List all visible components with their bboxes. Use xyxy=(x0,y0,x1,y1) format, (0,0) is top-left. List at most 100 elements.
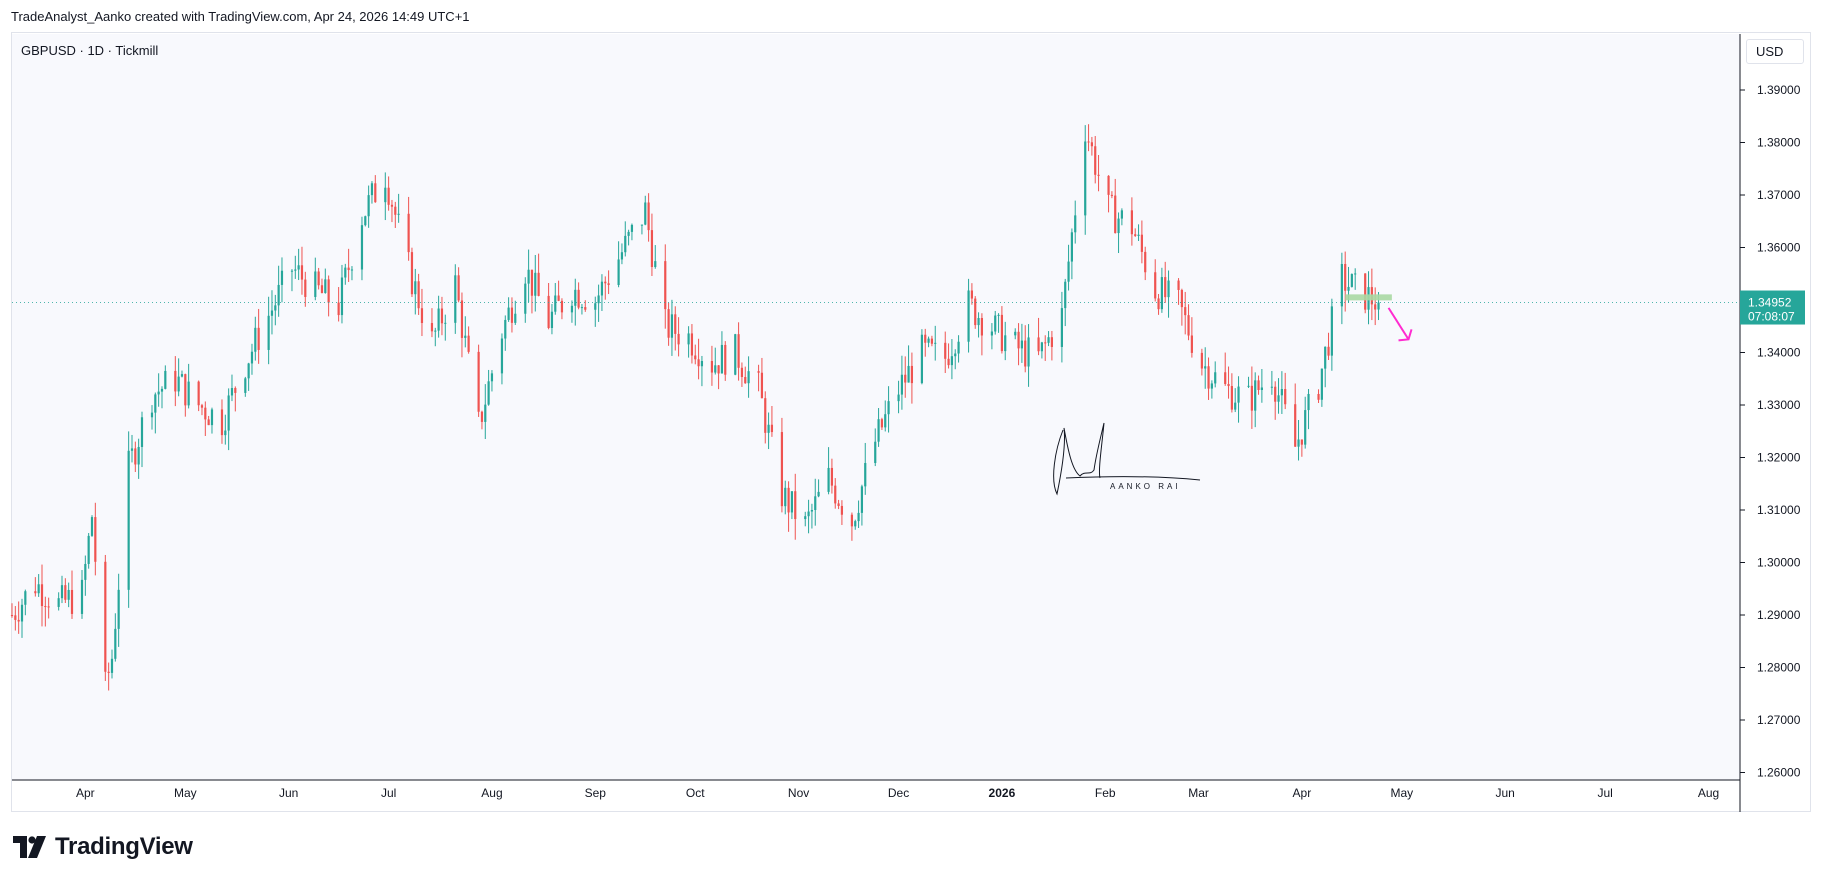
candle-body xyxy=(234,388,237,393)
candle-body xyxy=(827,467,830,492)
candle-body xyxy=(967,290,970,342)
candle-body xyxy=(1000,314,1004,352)
candle-body xyxy=(644,202,647,225)
candles-layer xyxy=(10,124,1380,691)
candle-body xyxy=(640,224,644,226)
candle-body xyxy=(454,275,457,323)
countdown-value: 07:08:07 xyxy=(1748,310,1795,324)
candle-body xyxy=(537,272,540,296)
candle-body xyxy=(1094,146,1097,175)
x-tick-label: Jun xyxy=(279,786,298,800)
candle-body xyxy=(160,388,164,392)
candle-body xyxy=(897,394,900,402)
candle-body xyxy=(350,269,354,271)
candle-body xyxy=(1120,210,1123,219)
candle-body xyxy=(1274,386,1277,402)
candle-body xyxy=(300,265,304,280)
candle-body xyxy=(1304,410,1307,445)
candle-body xyxy=(1270,386,1273,388)
candle-body xyxy=(954,353,957,357)
candle-body xyxy=(1144,251,1147,273)
candle-body xyxy=(277,284,280,306)
candle-body xyxy=(887,401,890,415)
candle-body xyxy=(1177,280,1180,290)
candle-body xyxy=(320,285,324,293)
candle-body xyxy=(297,265,300,270)
candle-body xyxy=(1320,368,1323,400)
candle-body xyxy=(900,374,904,395)
candle-body xyxy=(90,517,94,536)
candle-body xyxy=(14,615,17,620)
signature-text: AANKO RAI xyxy=(1110,482,1181,491)
candle-body xyxy=(364,216,367,226)
candle-body xyxy=(790,491,794,513)
candle-body xyxy=(834,485,837,504)
candle-body xyxy=(220,409,224,436)
tradingview-logo[interactable]: TradingView xyxy=(13,833,193,861)
candle-body xyxy=(140,417,144,447)
candle-body xyxy=(487,381,490,405)
candle-body xyxy=(224,430,227,436)
candle-body xyxy=(244,378,247,393)
candle-body xyxy=(814,496,817,510)
candle-body xyxy=(150,412,154,418)
candle-body xyxy=(1340,263,1343,307)
y-tick-label: 1.29000 xyxy=(1757,608,1801,622)
candle-body xyxy=(67,589,70,600)
candle-body xyxy=(410,252,414,295)
candle-body xyxy=(257,327,260,350)
candle-body xyxy=(980,317,984,336)
last-price-value: 1.34952 xyxy=(1748,296,1792,310)
candle-body xyxy=(1037,337,1040,352)
candle-body xyxy=(34,591,37,594)
candle-body xyxy=(110,658,114,673)
candle-body xyxy=(1004,335,1007,352)
candle-body xyxy=(720,344,724,374)
candle-body xyxy=(947,358,950,366)
candle-body xyxy=(1204,366,1207,369)
candle-body xyxy=(1044,342,1047,344)
candle-body xyxy=(697,359,700,367)
candle-body xyxy=(1084,141,1087,216)
candle-body xyxy=(1224,372,1227,384)
candle-body xyxy=(920,334,924,384)
candle-body xyxy=(47,606,50,608)
candle-body xyxy=(1237,386,1240,403)
x-tick-label: Feb xyxy=(1095,786,1116,800)
candle-body xyxy=(1234,402,1237,410)
candle-body xyxy=(317,271,320,286)
candle-body xyxy=(1300,439,1303,445)
candle-body xyxy=(864,462,867,487)
x-tick-label: Mar xyxy=(1188,786,1209,800)
currency-button[interactable]: USD xyxy=(1746,39,1804,64)
candle-body xyxy=(560,300,564,313)
candle-body xyxy=(554,295,557,312)
candle-body xyxy=(507,307,510,320)
candle-body xyxy=(810,509,814,512)
candle-body xyxy=(714,365,717,373)
candle-body xyxy=(1167,280,1170,298)
candle-body xyxy=(974,298,977,326)
candle-body xyxy=(1050,337,1053,347)
candle-body xyxy=(944,342,947,359)
candle-body xyxy=(807,511,810,517)
candle-body xyxy=(127,450,130,590)
candle-body xyxy=(387,187,390,205)
candle-body xyxy=(197,381,200,406)
candle-body xyxy=(1200,352,1203,369)
candle-body xyxy=(490,373,494,382)
candle-body xyxy=(674,314,677,334)
candle-body xyxy=(850,514,854,527)
candle-body xyxy=(247,363,250,379)
y-tick-label: 1.33000 xyxy=(1757,398,1801,412)
candle-body xyxy=(1024,340,1027,367)
candle-body xyxy=(290,270,294,272)
candle-body xyxy=(347,267,350,271)
candle-body xyxy=(180,374,184,377)
candle-body xyxy=(620,252,624,260)
candle-body xyxy=(780,432,784,507)
candle-body xyxy=(584,307,587,310)
candle-body xyxy=(1087,141,1090,143)
symbol-legend[interactable]: GBPUSD · 1D · Tickmill xyxy=(21,43,159,58)
